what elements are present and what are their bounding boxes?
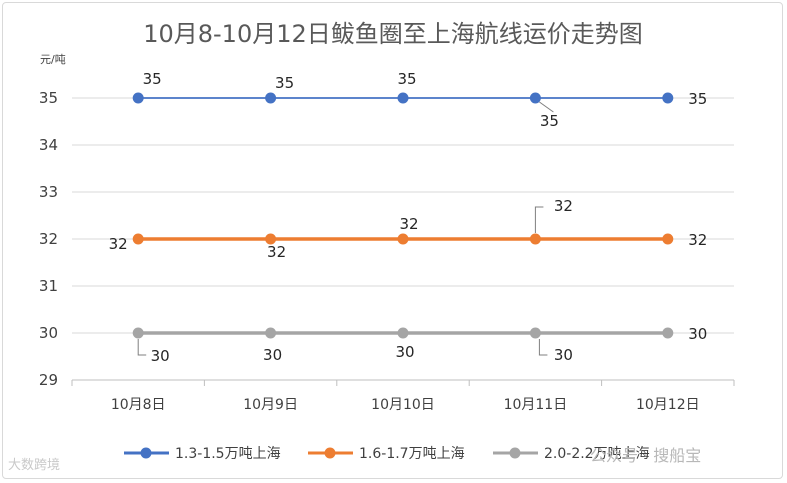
data-label: 32 <box>688 231 707 249</box>
data-label: 35 <box>540 112 559 130</box>
x-tick-label: 10月10日 <box>371 397 435 413</box>
data-point <box>662 233 674 245</box>
data-label: 32 <box>554 197 573 215</box>
data-point <box>662 92 674 104</box>
data-label: 32 <box>399 215 418 233</box>
y-tick-label: 33 <box>39 183 58 201</box>
data-point <box>265 327 277 339</box>
legend-label: 1.3-1.5万吨上海 <box>175 446 281 462</box>
data-point <box>132 233 144 245</box>
data-point <box>265 233 277 245</box>
x-tick-label: 10月11日 <box>504 397 568 413</box>
data-label: 35 <box>688 90 707 108</box>
leader-line <box>534 206 544 233</box>
data-label: 30 <box>688 325 707 343</box>
data-label: 32 <box>267 243 286 261</box>
data-labels: 35 35 35 35 35 32 32 32 32 32 30 30 30 30 30 <box>109 70 708 365</box>
series-lines <box>132 92 674 339</box>
data-label: 30 <box>263 346 282 364</box>
data-point <box>529 92 541 104</box>
y-tick-label: 35 <box>39 89 58 107</box>
legend-swatch-marker <box>324 447 336 459</box>
watermark-left: 大数跨境 <box>8 458 61 473</box>
leader-line <box>538 339 548 356</box>
data-label: 30 <box>151 347 170 365</box>
legend-label: 1.6-1.7万吨上海 <box>359 446 465 462</box>
y-tick-label: 31 <box>39 277 58 295</box>
data-point <box>529 233 541 245</box>
legend-swatch-marker <box>509 447 521 459</box>
leader-line <box>539 101 554 113</box>
leader-line <box>137 339 147 356</box>
y-tick-label: 32 <box>39 230 58 248</box>
x-tick-labels: 10月8日 10月9日 10月10日 10月11日 10月12日 <box>111 397 700 413</box>
data-point <box>132 92 144 104</box>
data-point <box>662 327 674 339</box>
data-point <box>529 327 541 339</box>
watermark-right: 公众号 · 搜船宝 <box>590 446 702 465</box>
data-label: 30 <box>395 343 414 361</box>
data-label: 32 <box>109 235 128 253</box>
y-tick-label: 29 <box>39 371 58 389</box>
data-label: 35 <box>275 74 294 92</box>
data-label: 35 <box>143 70 162 88</box>
data-point <box>265 92 277 104</box>
chart-title: 10月8-10月12日鲅鱼圈至上海航线运价走势图 <box>143 20 643 48</box>
data-point <box>397 233 409 245</box>
data-point <box>397 92 409 104</box>
data-point <box>397 327 409 339</box>
y-tick-label: 34 <box>39 136 58 154</box>
x-tick-label: 10月9日 <box>243 397 298 413</box>
data-point <box>132 327 144 339</box>
legend-label: 2.0-2.2万吨上海 <box>544 446 650 462</box>
x-tick-label: 10月8日 <box>111 397 166 413</box>
y-tick-label: 30 <box>39 324 58 342</box>
y-tick-labels: 29 30 31 32 33 34 35 <box>39 89 58 389</box>
data-label: 35 <box>397 70 416 88</box>
data-label: 30 <box>554 346 573 364</box>
legend-swatch-marker <box>140 447 152 459</box>
y-unit-label: 元/吨 <box>40 53 66 66</box>
x-tick-label: 10月12日 <box>636 397 700 413</box>
legend: 1.3-1.5万吨上海 1.6-1.7万吨上海 2.0-2.2万吨上海 <box>124 446 650 462</box>
